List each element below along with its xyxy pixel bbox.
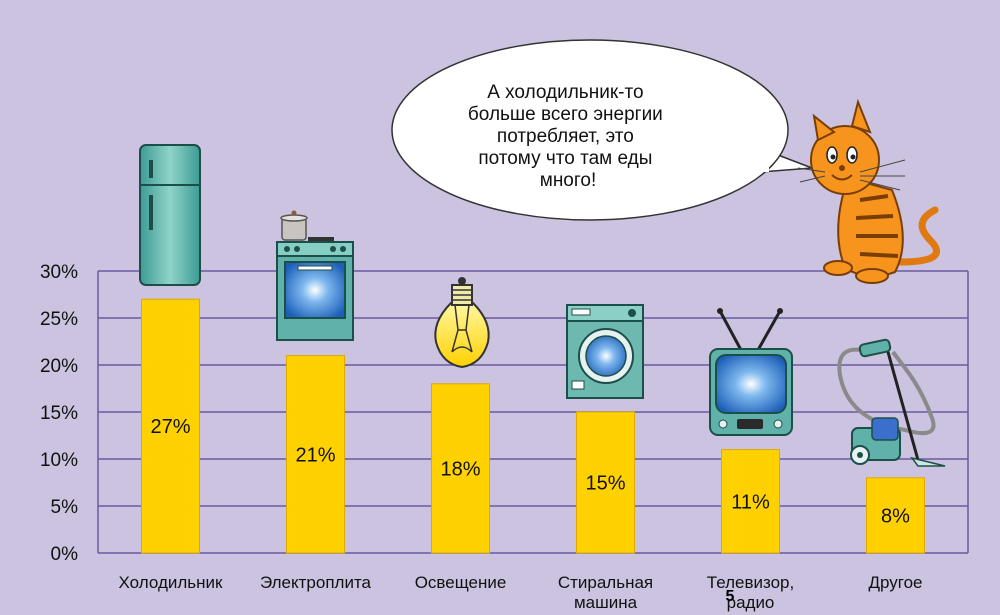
speech-bubble-line: А холодильник-то <box>487 82 643 103</box>
speech-bubble-line: больше всего энергии <box>468 104 663 125</box>
bar <box>576 411 635 554</box>
bar <box>286 355 345 554</box>
value-label: 21% <box>295 444 335 466</box>
value-labels: 27% 21% 18% 15% 11% 8% <box>150 416 910 527</box>
bar <box>721 449 780 554</box>
cat-icon <box>797 98 940 284</box>
x-tick-label: Освещение <box>415 573 507 592</box>
light-bulb-icon <box>434 277 490 369</box>
gridlines <box>97 270 969 554</box>
bar <box>431 383 490 554</box>
value-label: 8% <box>881 505 910 527</box>
bar <box>866 477 925 554</box>
x-tick-label: Холодильник <box>119 573 223 592</box>
x-tick-label: Стиральная машина <box>558 573 653 612</box>
tv-icon <box>709 308 793 436</box>
y-axis-ticks: 0% 5% 10% 15% 20% 25% 30% <box>40 262 78 565</box>
y-tick-label: 30% <box>40 262 78 283</box>
bars <box>141 298 925 554</box>
y-tick-label: 25% <box>40 309 78 330</box>
value-label: 27% <box>150 416 190 438</box>
vacuum-cleaner-icon <box>837 338 946 467</box>
bar <box>141 298 200 554</box>
speech-bubble-line: потому что там еды <box>478 148 652 169</box>
x-tick-label: Электроплита <box>260 573 372 592</box>
value-label: 15% <box>585 473 625 495</box>
x-tick-label: Другое <box>868 573 922 592</box>
washing-machine-icon <box>566 304 644 399</box>
y-tick-label: 10% <box>40 450 78 471</box>
svg-text:А холодильник-то больше: А холодильник-то больше всего энергии по… <box>468 82 668 191</box>
value-label: 18% <box>440 458 480 480</box>
y-tick-label: 20% <box>40 356 78 377</box>
speech-bubble-line: много! <box>540 170 596 191</box>
value-label: 11% <box>731 491 770 513</box>
refrigerator-icon <box>139 144 201 286</box>
speech-bubble-line: потребляет, это <box>497 126 634 147</box>
x-axis-labels: Холодильник Электроплита Освещение Стиральн… <box>119 573 923 612</box>
electric-stove-icon <box>276 210 354 341</box>
y-tick-label: 5% <box>51 497 79 518</box>
speech-bubble: А холодильник-то больше всего энергии по… <box>391 39 813 221</box>
x-tick-label: Телевизор, радио <box>707 573 794 612</box>
y-tick-label: 0% <box>51 544 79 565</box>
y-tick-label: 15% <box>40 403 78 424</box>
page-number: 5 <box>725 588 735 605</box>
